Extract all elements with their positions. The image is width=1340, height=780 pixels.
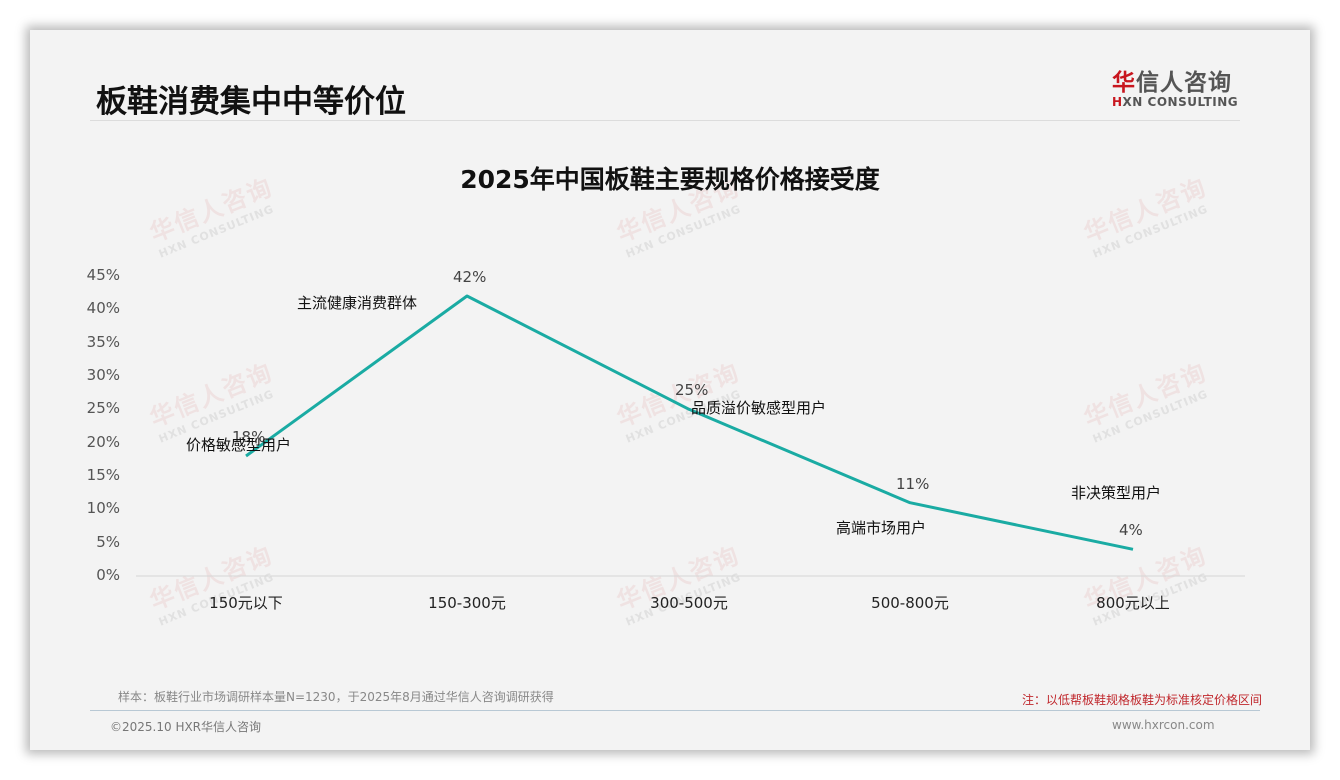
source-note: 样本：板鞋行业市场调研样本量N=1230，于2025年8月通过华信人咨询调研获得 [118,690,554,704]
annotation-price-sensitive: 价格敏感型用户 [186,436,292,454]
slide: 华信人咨询 HXN CONSULTING 华信人咨询 HXN CONSULTING … [30,30,1310,750]
data-point-label: 18% [232,428,266,446]
company-logo: 华信人咨询 HXN CONSULTING [1112,63,1252,109]
logo-chinese: 华信人咨询 [1112,70,1232,96]
footnote: 注：以低帮板鞋规格板鞋为标准核定价格区间 [1021,693,1262,707]
footer-divider [90,710,1260,711]
y-tick-label: 10% [86,499,120,518]
title-divider [90,120,1240,121]
y-tick-label: 35% [86,332,120,351]
x-tick-label: 300-500元 [650,594,728,612]
y-tick-label: 15% [86,466,120,484]
y-tick-label: 5% [96,532,120,551]
annotation-mainstream: 主流健康消费群体 [297,294,418,312]
page-title: 板鞋消费集中中等价位 [96,84,406,120]
data-point-label: 42% [453,268,487,286]
x-tick-label: 150元以下 [209,594,283,612]
annotation-high-end: 高端市场用户 [836,519,927,537]
y-tick-label: 30% [86,366,120,384]
chart-title: 2025年中国板鞋主要规格价格接受度 [460,165,880,194]
y-tick-label: 20% [86,432,120,451]
data-point-label: 25% [675,381,709,400]
annotation-non-decision: 非决策型用户 [1071,484,1162,502]
data-point-label: 11% [896,474,930,493]
x-tick-label: 150-300元 [428,594,506,612]
logo-english: HXN CONSULTING [1112,95,1239,109]
website-link[interactable]: www.hxrcon.com [1112,718,1215,732]
y-tick-label: 0% [96,566,120,584]
data-point-label: 4% [1119,521,1143,540]
y-tick-label: 25% [86,399,120,418]
x-tick-label: 800元以上 [1096,594,1170,612]
y-tick-label: 40% [86,299,120,318]
y-tick-label: 45% [86,266,120,284]
annotation-quality-premium: 品质溢价敏感型用户 [691,399,827,417]
x-tick-label: 500-800元 [871,594,949,612]
series-line [245,294,1134,551]
copyright: ©2025.10 HXR华信人咨询 [110,720,262,734]
line-chart [136,294,1245,577]
